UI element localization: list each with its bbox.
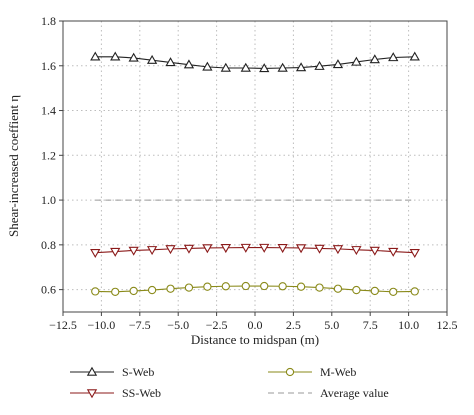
legend-item-average-value: Average value — [268, 386, 389, 400]
legend-item-ss-web: SS-Web — [70, 386, 161, 400]
x-tick-label: −7.5 — [129, 318, 151, 332]
data-point-ss-web — [351, 246, 362, 256]
x-axis-label: Distance to midspan (m) — [191, 332, 319, 347]
data-point-s-web — [277, 62, 288, 72]
y-tick-label: 0.6 — [41, 283, 56, 297]
data-point-m-web — [296, 282, 306, 291]
legend-item-s-web: S-Web — [70, 365, 154, 379]
series-m-web — [91, 281, 419, 297]
x-tick-label: −2.5 — [206, 318, 228, 332]
data-point-m-web — [352, 285, 361, 295]
x-tick-label: 12.5 — [437, 318, 458, 332]
legend-label: M-Web — [320, 365, 356, 379]
data-point-s-web — [165, 57, 176, 67]
series-ss-web — [90, 243, 420, 258]
data-point-s-web — [369, 54, 380, 64]
data-point-m-web — [370, 286, 379, 296]
data-point-s-web — [351, 56, 362, 66]
data-point-s-web — [240, 62, 251, 72]
y-tick-label: 1.0 — [41, 193, 56, 207]
data-point-s-web — [202, 61, 213, 71]
legend-swatch-marker — [285, 367, 295, 377]
legend-label: Average value — [320, 386, 389, 400]
x-tick-label: −10.0 — [88, 318, 116, 332]
data-point-s-web — [332, 59, 344, 69]
data-point-s-web — [183, 59, 195, 69]
x-tick-label: 10.0 — [398, 318, 419, 332]
series-layer — [90, 51, 420, 297]
legend-label: S-Web — [122, 365, 154, 379]
y-tick-label: 1.2 — [41, 148, 56, 162]
data-point-s-web — [259, 63, 270, 73]
data-point-m-web — [111, 287, 120, 297]
legend: S-Web SS-Web M-Web Average value — [70, 365, 389, 400]
series-line-s-web — [95, 56, 415, 70]
data-point-m-web — [278, 282, 287, 291]
data-point-s-web — [220, 62, 231, 72]
data-point-ss-web — [314, 244, 325, 254]
data-point-s-web — [409, 51, 420, 61]
data-point-m-web — [203, 282, 212, 291]
axis-ticks: −12.5 −10.0 −7.5 −5.0 −2.5 0.0 2.5 5.0 7.5 10.0 12… — [41, 14, 458, 332]
data-point-m-web — [147, 285, 157, 295]
data-point-m-web — [315, 283, 324, 292]
x-tick-label: 7.5 — [363, 318, 378, 332]
x-tick-label: −5.0 — [167, 318, 189, 332]
data-point-m-web — [221, 282, 230, 291]
data-point-s-web — [128, 52, 139, 62]
data-point-ss-web — [277, 244, 288, 254]
data-point-ss-web — [295, 244, 307, 254]
data-point-ss-web — [165, 245, 176, 255]
data-point-ss-web — [110, 247, 121, 257]
legend-swatch-marker — [86, 366, 98, 376]
x-tick-label: 5.0 — [324, 318, 339, 332]
data-point-m-web — [166, 284, 175, 293]
y-tick-label: 0.8 — [41, 238, 56, 252]
data-point-m-web — [389, 287, 398, 297]
data-point-s-web — [388, 52, 399, 62]
data-point-ss-web — [409, 248, 420, 258]
data-point-ss-web — [128, 246, 139, 256]
data-point-m-web — [91, 287, 100, 296]
x-tick-label: 2.5 — [286, 318, 301, 332]
data-point-ss-web — [146, 246, 158, 256]
data-point-ss-web — [90, 248, 101, 258]
data-point-m-web — [129, 286, 138, 296]
y-tick-label: 1.4 — [41, 104, 56, 118]
data-point-m-web — [260, 281, 269, 291]
legend-item-m-web: M-Web — [268, 365, 356, 379]
data-point-ss-web — [332, 245, 344, 255]
data-point-m-web — [410, 287, 419, 296]
y-tick-label: 1.6 — [41, 59, 56, 73]
data-point-ss-web — [388, 247, 399, 257]
data-point-s-web — [146, 54, 158, 64]
data-point-ss-web — [183, 244, 195, 254]
data-point-ss-web — [259, 243, 270, 253]
data-point-s-web — [110, 51, 121, 61]
data-point-ss-web — [369, 246, 380, 256]
grid — [63, 21, 447, 312]
y-axis-label: Shear-increased coeffient η — [6, 95, 21, 237]
data-point-s-web — [295, 62, 307, 72]
legend-label: SS-Web — [122, 386, 161, 400]
data-point-m-web — [184, 283, 194, 292]
series-s-web — [90, 51, 420, 73]
data-point-m-web — [241, 281, 250, 291]
legend-swatch-marker — [86, 389, 98, 399]
data-point-s-web — [90, 51, 101, 61]
data-point-ss-web — [240, 243, 251, 253]
series-line-ss-web — [95, 246, 415, 254]
x-tick-label: 0.0 — [248, 318, 263, 332]
x-tick-label: −12.5 — [49, 318, 77, 332]
y-tick-label: 1.8 — [41, 14, 56, 28]
data-point-ss-web — [202, 244, 213, 254]
data-point-s-web — [314, 60, 325, 70]
data-point-ss-web — [220, 244, 231, 254]
data-point-m-web — [333, 284, 343, 293]
